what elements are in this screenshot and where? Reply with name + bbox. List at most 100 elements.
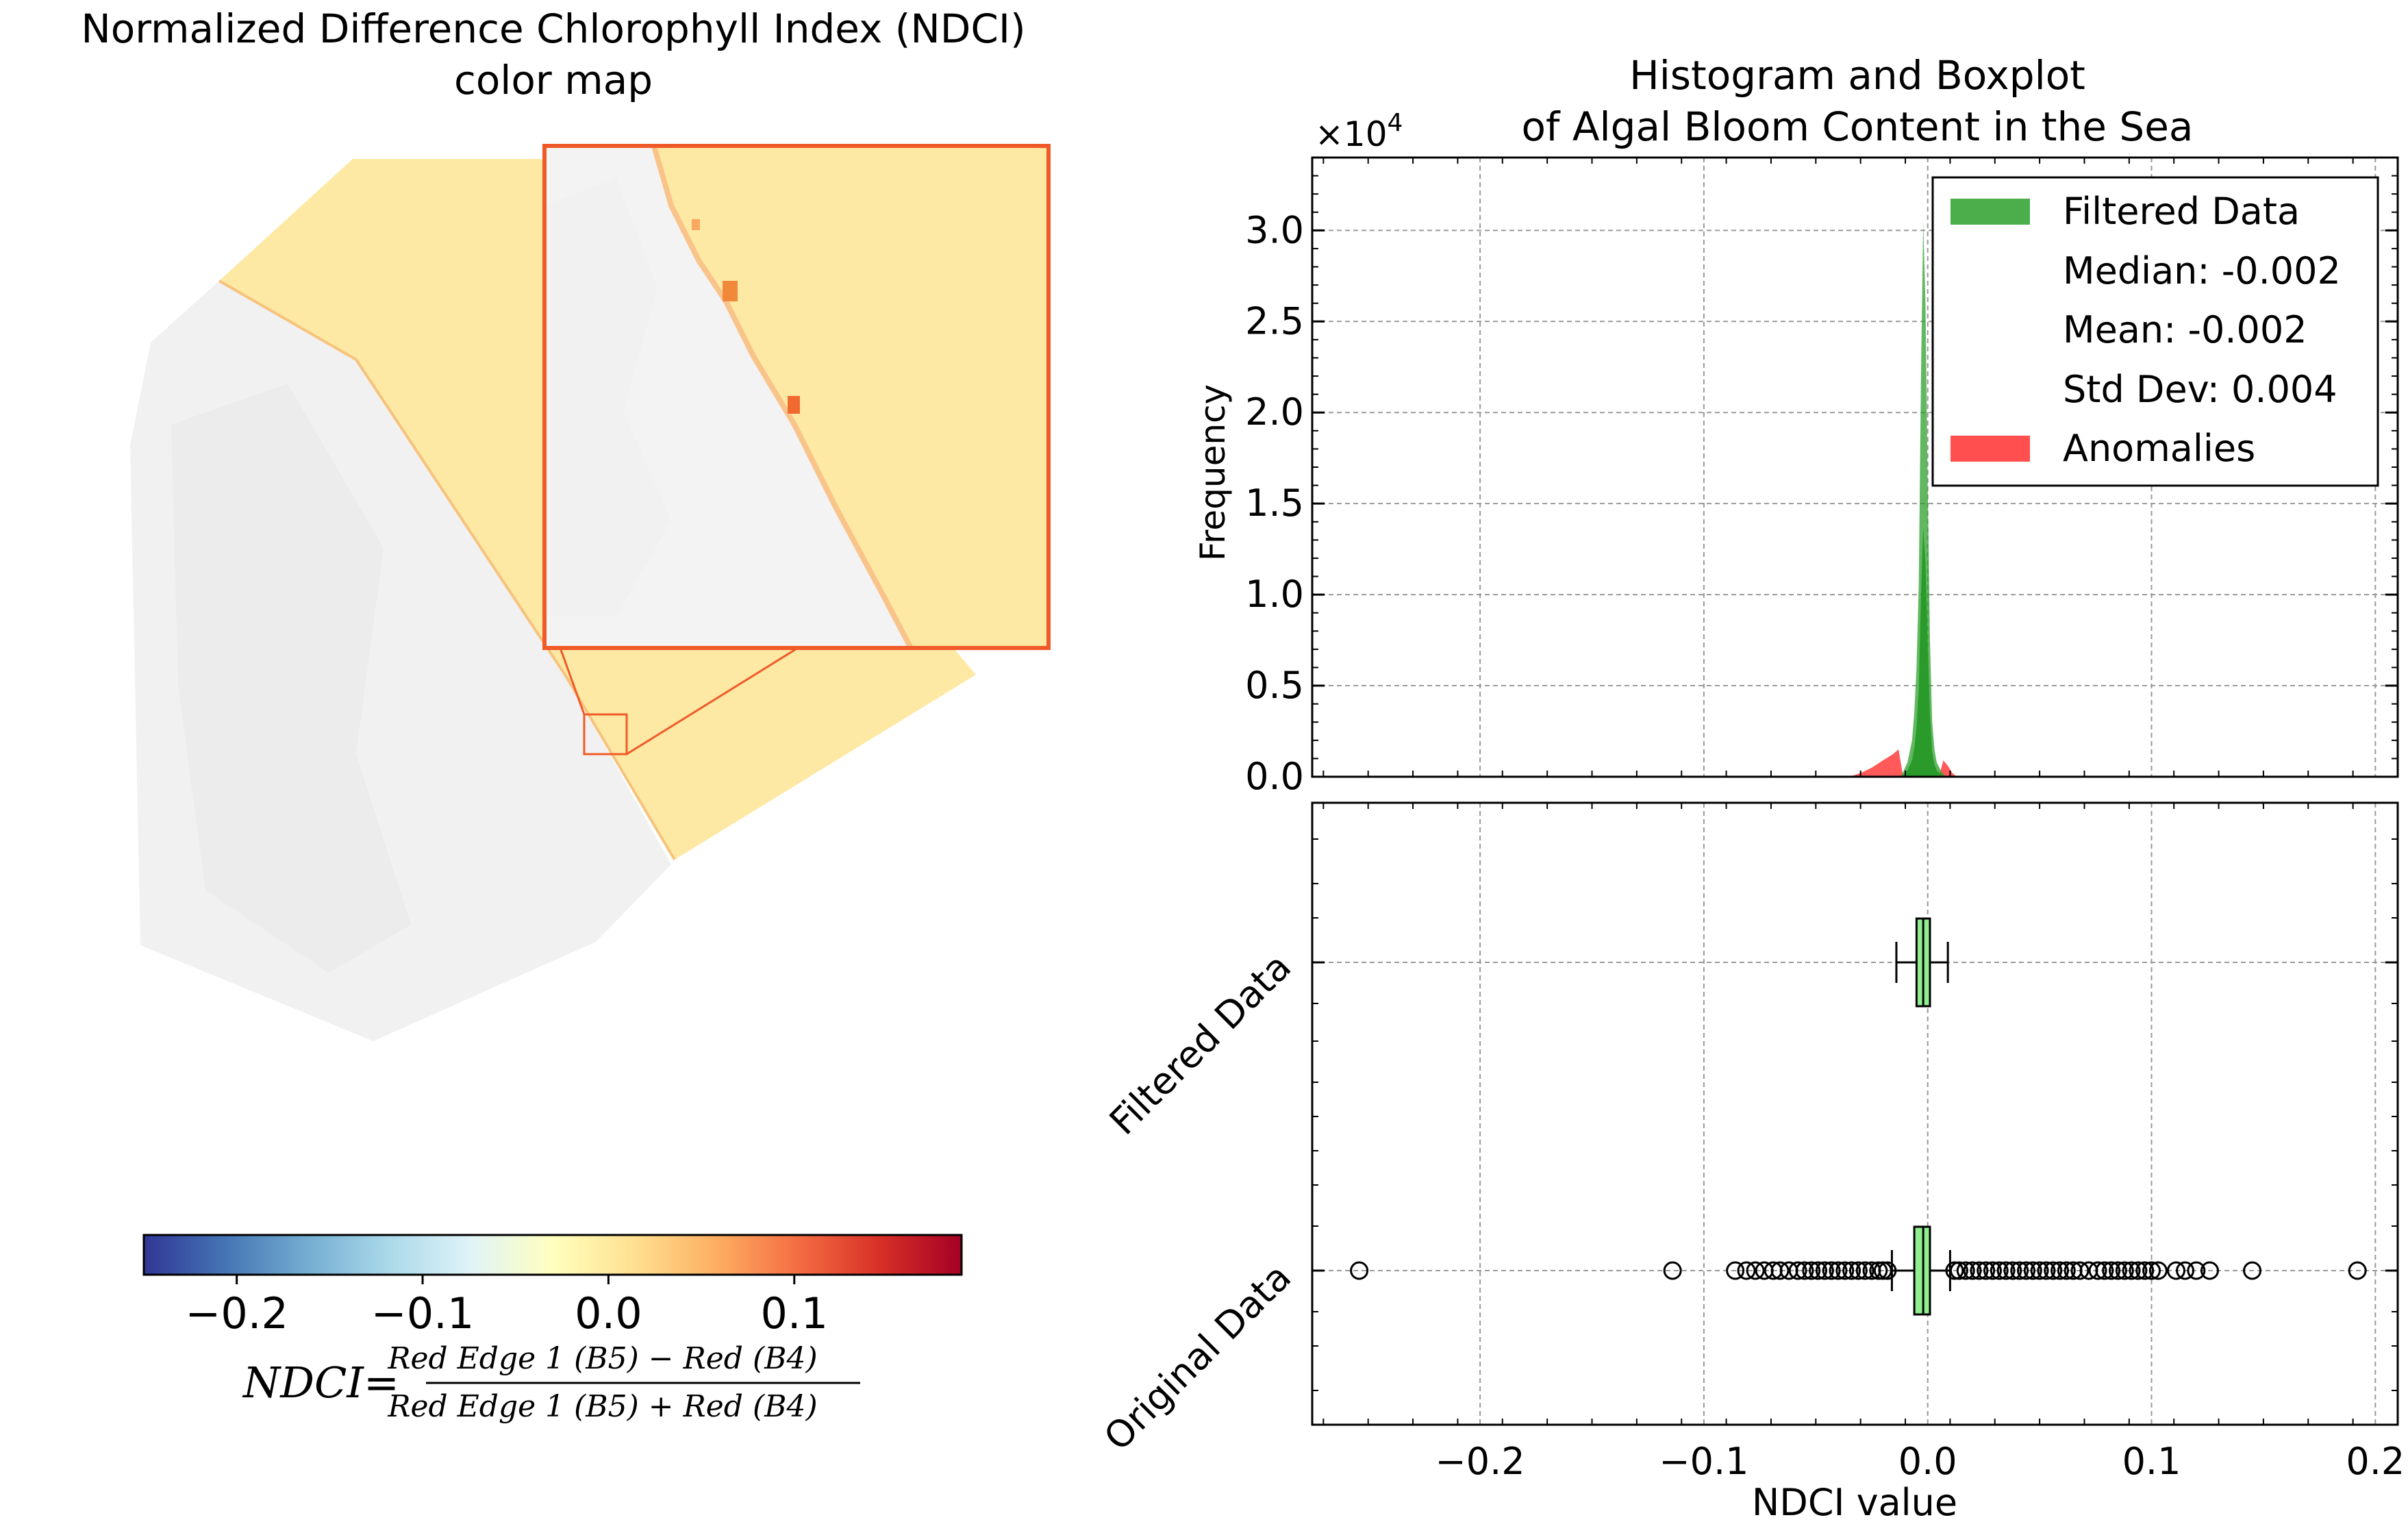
box-outlier	[1983, 1261, 2002, 1280]
hist-ytick-label: 0.0	[1245, 755, 1304, 798]
hist-axes-frame	[1311, 156, 2399, 778]
box-category-filtered: Filtered Data	[1101, 945, 1299, 1143]
box-outlier	[1835, 1261, 1855, 1280]
box-outlier	[2148, 1261, 2168, 1280]
box-outlier	[1795, 1261, 1814, 1280]
box-outlier	[1945, 1261, 1964, 1280]
box-outlier	[2200, 1261, 2219, 1280]
boxplot-filtered	[1895, 917, 1949, 1008]
formula-lhs: NDCI	[242, 1358, 364, 1408]
hist-y-multiplier-base: ×10	[1315, 114, 1388, 154]
histogram-panel: Histogram and Boxplot of Algal Bloom Con…	[1193, 52, 2399, 798]
box-outlier	[1746, 1261, 1765, 1280]
box-outlier	[1977, 1261, 1996, 1280]
box-outlier	[2023, 1261, 2042, 1280]
hist-ytick-label: 0.5	[1245, 664, 1304, 707]
box-outlier	[1788, 1261, 1807, 1280]
box-outlier	[2115, 1261, 2134, 1280]
hist-y-multiplier-exp: 4	[1388, 109, 1403, 137]
box-marks	[1350, 917, 2367, 1316]
legend-label-filtered: Filtered Data	[2063, 190, 2300, 233]
formula-equals: =	[364, 1358, 399, 1408]
box-outlier	[1802, 1261, 1821, 1280]
box-grid	[1312, 803, 2398, 1425]
formula-numerator: Red Edge 1 (B5) − Red (B4)	[387, 1341, 817, 1376]
box-outlier	[2037, 1261, 2056, 1280]
box-outlier	[2187, 1261, 2206, 1280]
box-category-original: Original Data	[1096, 1256, 1299, 1459]
box-outlier	[1873, 1261, 1892, 1280]
box-xtick-label: −0.2	[1435, 1440, 1525, 1483]
box-xtick-label: 0.2	[2346, 1440, 2405, 1483]
hist-ytick-label: 3.0	[1245, 208, 1304, 251]
box-outlier	[2088, 1261, 2107, 1280]
box-outlier	[1842, 1261, 1861, 1280]
box-outlier	[2003, 1261, 2022, 1280]
box-outlier	[2176, 1261, 2195, 1280]
box-outlier	[1956, 1261, 1975, 1280]
colorbar-tick-label: −0.2	[185, 1288, 288, 1338]
hist-ytick-label: 2.0	[1245, 390, 1304, 434]
boxplot-original	[1350, 1225, 2367, 1316]
box-outlier	[1996, 1261, 2016, 1280]
box-outlier	[2108, 1261, 2127, 1280]
map-zoom-inset	[542, 144, 1051, 650]
box-outlier	[1855, 1261, 1874, 1280]
box-outlier	[2070, 1261, 2090, 1280]
hist-series	[1849, 221, 1957, 777]
colorbar: −0.2 −0.1 0.0 0.1	[142, 1234, 963, 1338]
hist-area-filtered	[1901, 221, 1946, 777]
box-outlier	[2044, 1261, 2063, 1280]
box-outlier	[1737, 1261, 1756, 1280]
box-axes-frame	[1311, 801, 2399, 1426]
box-outlier	[2010, 1261, 2029, 1280]
legend-label-median: Median: -0.002	[2063, 249, 2341, 292]
legend-frame	[1931, 176, 2379, 487]
box-outlier	[2095, 1261, 2114, 1280]
legend-label-mean: Mean: -0.002	[2063, 308, 2307, 351]
box-outlier	[1878, 1261, 1897, 1280]
legend-swatch-anomalies	[1951, 436, 2030, 462]
hist-ytick-label: 1.5	[1245, 482, 1304, 525]
colorbar-ticks: −0.2 −0.1 0.0 0.1	[185, 1275, 828, 1338]
box-outlier	[1869, 1261, 1888, 1280]
box-outlier	[2050, 1261, 2070, 1280]
colorbar-tick-label: 0.0	[575, 1288, 642, 1338]
box-outlier	[2135, 1261, 2155, 1280]
box-xtick-label: 0.0	[1898, 1440, 1957, 1483]
box-outlier	[1990, 1261, 2009, 1280]
box-outlier	[1809, 1261, 1828, 1280]
box-outlier	[1949, 1261, 1968, 1280]
box-outlier	[2122, 1261, 2141, 1280]
ndci-map-panel: Normalized Difference Chlorophyll Index …	[81, 5, 1051, 1424]
box-outlier	[2102, 1261, 2121, 1280]
map-title-line2: color map	[454, 57, 653, 103]
box-outlier	[1726, 1261, 1745, 1280]
legend-label-anomalies: Anomalies	[2063, 427, 2255, 470]
box-outlier	[1848, 1261, 1868, 1280]
colorbar-tick-label: 0.1	[760, 1288, 828, 1338]
box-outlier	[2142, 1261, 2161, 1280]
hist-area-anomalies	[1849, 749, 1957, 777]
boxplot-panel: −0.2 −0.1 0.0 0.1 0.2 Filtered Data Original…	[1096, 801, 2405, 1524]
box-outlier	[2129, 1261, 2148, 1280]
box-xlabel: NDCI value	[1752, 1481, 1957, 1524]
legend-swatch-filtered	[1951, 199, 2030, 225]
box-outlier	[1663, 1261, 1682, 1280]
box-iqr	[1913, 1225, 1931, 1316]
hist-ticks: 0.0 0.5 1.0 1.5 2.0 2.5 3.0	[1245, 158, 2398, 798]
box-xtick-label: 0.1	[2122, 1440, 2181, 1483]
box-outlier	[2017, 1261, 2036, 1280]
hist-ylabel: Frequency	[1193, 384, 1233, 561]
legend-label-stddev: Std Dev: 0.004	[2063, 368, 2337, 411]
ndci-formula: NDCI = Red Edge 1 (B5) − Red (B4) Red Ed…	[242, 1341, 860, 1424]
box-outlier	[1829, 1261, 1848, 1280]
hist-legend: Filtered Data Median: -0.002 Mean: -0.00…	[1931, 176, 2379, 487]
box-outlier	[2057, 1261, 2076, 1280]
map-shoreline	[218, 279, 676, 861]
hist-area-filtered-core	[1901, 527, 1946, 777]
box-ticks: −0.2 −0.1 0.0 0.1 0.2	[1312, 803, 2405, 1483]
colorbar-tick-label: −0.1	[371, 1288, 475, 1338]
box-outlier	[2030, 1261, 2049, 1280]
